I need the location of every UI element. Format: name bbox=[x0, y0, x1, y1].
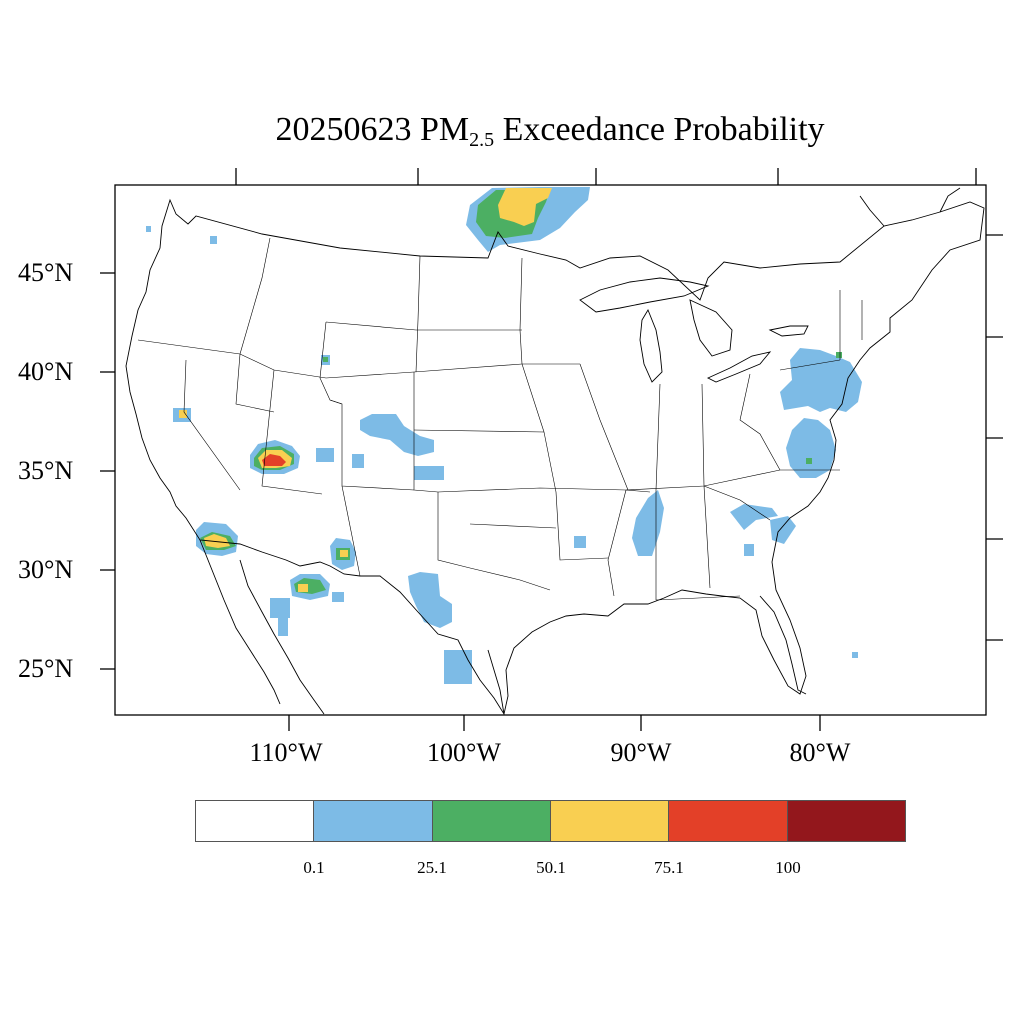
lat-label-40: 40°N bbox=[18, 357, 74, 386]
us-outline bbox=[125, 198, 985, 716]
blob-idaho bbox=[210, 236, 217, 244]
left-ticks bbox=[100, 272, 115, 670]
colorbar-label-4: 100 bbox=[775, 858, 801, 877]
colorbar-cell-red bbox=[669, 801, 788, 841]
colorbar-cell-green bbox=[432, 801, 551, 841]
state-lines bbox=[137, 237, 863, 601]
colorbar-label-1: 25.1 bbox=[417, 858, 447, 877]
blob-newmexico-yellow bbox=[340, 550, 348, 557]
boundaries bbox=[125, 187, 985, 716]
lat-label-45: 45°N bbox=[18, 258, 74, 287]
chart-title: 20250623 PM2.5 Exceedance Probability bbox=[0, 108, 1024, 162]
blob-socal-yellow bbox=[204, 534, 230, 548]
top-ticks bbox=[235, 168, 977, 185]
florida-outline bbox=[759, 595, 807, 695]
colorbar-cell-yellow bbox=[550, 801, 670, 841]
lake-huron bbox=[689, 299, 733, 357]
probability-blobs bbox=[146, 187, 862, 684]
blob-mexico-2 bbox=[278, 618, 288, 636]
lat-label-30: 30°N bbox=[18, 555, 74, 584]
blob-chesapeake bbox=[786, 418, 836, 478]
blob-colorado-2 bbox=[316, 448, 334, 462]
blob-sc bbox=[770, 516, 796, 544]
blob-ga-small bbox=[744, 544, 754, 556]
lat-label-25: 25°N bbox=[18, 654, 74, 683]
blob-texas bbox=[408, 572, 452, 628]
canada-coast bbox=[859, 187, 961, 227]
baja-coast bbox=[199, 539, 325, 715]
title-date: 20250623 bbox=[275, 111, 412, 148]
mexico-gulf-coast bbox=[487, 649, 505, 715]
blob-texas-south bbox=[444, 650, 472, 684]
colorbar-cell-blue bbox=[314, 801, 433, 841]
lon-label-110w: 110°W bbox=[249, 738, 323, 767]
lon-label-100w: 100°W bbox=[427, 738, 501, 767]
colorbar-cell-white bbox=[196, 801, 315, 841]
title-rest: Exceedance Probability bbox=[502, 111, 825, 148]
map-frame bbox=[114, 184, 987, 716]
lon-label-90w: 90°W bbox=[610, 738, 672, 767]
blob-nevada-yellow bbox=[179, 410, 187, 418]
lat-label-35: 35°N bbox=[18, 456, 74, 485]
lake-michigan bbox=[639, 308, 663, 383]
colorbar-cell-darkred bbox=[787, 801, 905, 841]
blob-va-green bbox=[806, 458, 812, 464]
bottom-ticks bbox=[288, 715, 821, 731]
blob-arizona-yellow bbox=[298, 584, 308, 592]
colorbar-label-3: 75.1 bbox=[654, 858, 684, 877]
blob-georgia bbox=[730, 504, 778, 530]
lake-erie bbox=[706, 351, 772, 383]
blob-colorado-blue bbox=[360, 414, 434, 456]
lake-superior bbox=[579, 277, 710, 313]
blob-northeast bbox=[780, 348, 862, 412]
blob-colorado-3 bbox=[352, 454, 364, 468]
blob-washington bbox=[146, 226, 151, 232]
title-subscript: 2.5 bbox=[469, 129, 495, 151]
title-species: PM bbox=[419, 111, 470, 148]
blob-arkansas bbox=[574, 536, 586, 548]
right-ticks bbox=[986, 234, 1003, 641]
blob-wyoming-green bbox=[323, 357, 328, 362]
blob-mexico-1 bbox=[270, 598, 290, 618]
colorbar-label-2: 50.1 bbox=[536, 858, 566, 877]
blob-kansas bbox=[414, 466, 444, 480]
colorbar bbox=[195, 800, 906, 842]
blob-bahamas bbox=[852, 652, 858, 658]
lon-label-80w: 80°W bbox=[789, 738, 851, 767]
blob-mexico-3 bbox=[332, 592, 344, 602]
blob-ny-green bbox=[836, 352, 842, 358]
colorbar-label-0: 0.1 bbox=[303, 858, 325, 877]
blob-minnesota-yellow bbox=[498, 188, 552, 226]
lake-ontario bbox=[768, 325, 809, 337]
blob-utah-red bbox=[262, 454, 286, 466]
